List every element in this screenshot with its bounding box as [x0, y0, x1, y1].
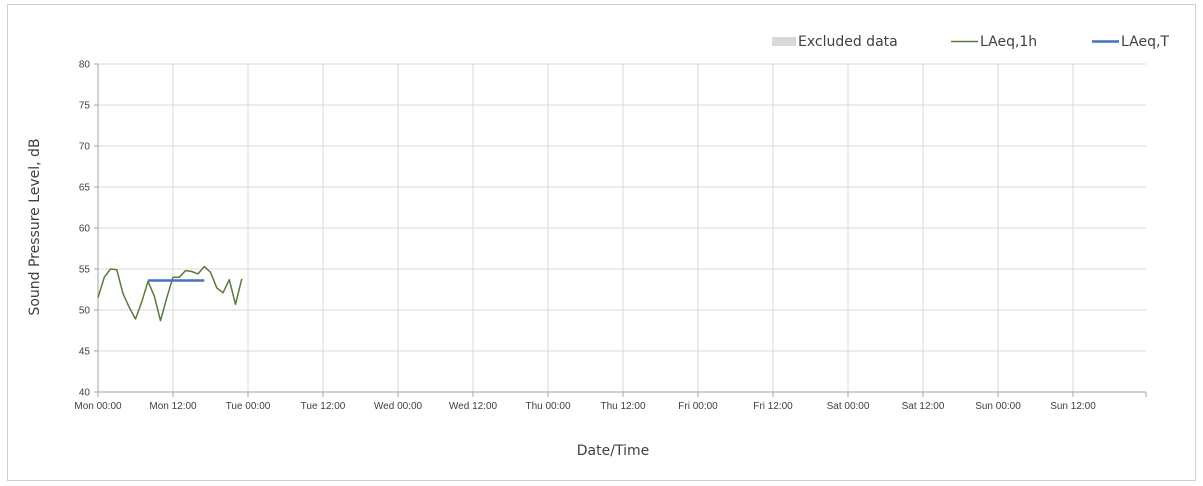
y-tick-label: 70: [79, 142, 91, 153]
series-line-laeq-1h: [97, 265, 243, 322]
legend-label-excluded-data: Excluded data: [798, 34, 898, 50]
y-tick-label: 75: [79, 101, 91, 112]
x-tick-label: Sat 00:00: [827, 401, 870, 412]
y-tick-label: 50: [79, 306, 91, 317]
legend-label-laeq-1h: LAeq,1h: [980, 34, 1037, 50]
x-tick-label: Wed 12:00: [449, 401, 498, 412]
x-tick-label: Sat 12:00: [902, 401, 945, 412]
x-tick-label: Tue 00:00: [226, 401, 271, 412]
x-tick-label: Fri 00:00: [678, 401, 718, 412]
x-tick-label: Fri 12:00: [753, 401, 793, 412]
y-tick-label: 45: [79, 347, 91, 358]
y-tick-label: 80: [79, 60, 91, 71]
x-tick-label: Thu 00:00: [525, 401, 570, 412]
x-tick-label: Wed 00:00: [374, 401, 423, 412]
x-tick-label: Mon 00:00: [74, 401, 122, 412]
y-tick-labels: 40 45 50 55 60 65 70 75 80: [79, 60, 91, 399]
legend-swatch-excluded-data: [772, 37, 796, 46]
x-tick-label: Mon 12:00: [149, 401, 197, 412]
x-tick-label: Sun 12:00: [1050, 401, 1096, 412]
x-tick-label: Thu 12:00: [600, 401, 645, 412]
x-tick-labels: Mon 00:00 Mon 12:00 Tue 00:00 Tue 12:00 Wed …: [74, 401, 1096, 412]
y-tick-label: 60: [79, 224, 91, 235]
y-tick-label: 65: [79, 183, 91, 194]
y-axis-title: Sound Pressure Level, dB: [27, 138, 43, 315]
chart-svg: 40 45 50 55 60 65 70 75 80 Mon 00:00 Mon 12:00 Tue…: [27, 34, 1169, 459]
chart-frame: 40 45 50 55 60 65 70 75 80 Mon 00:00 Mon 12:00 Tue…: [7, 4, 1196, 481]
x-tick-label: Sun 00:00: [975, 401, 1021, 412]
y-tick-label: 40: [79, 388, 91, 399]
x-tick-label: Tue 12:00: [301, 401, 346, 412]
y-tick-label: 55: [79, 265, 91, 276]
series-group: [97, 265, 243, 322]
x-axis-title: Date/Time: [577, 443, 649, 459]
grid: [98, 63, 1146, 392]
legend-label-laeq-t: LAeq,T: [1121, 34, 1169, 50]
legend: Excluded data LAeq,1h LAeq,T: [772, 34, 1169, 50]
axes: [94, 63, 1147, 397]
